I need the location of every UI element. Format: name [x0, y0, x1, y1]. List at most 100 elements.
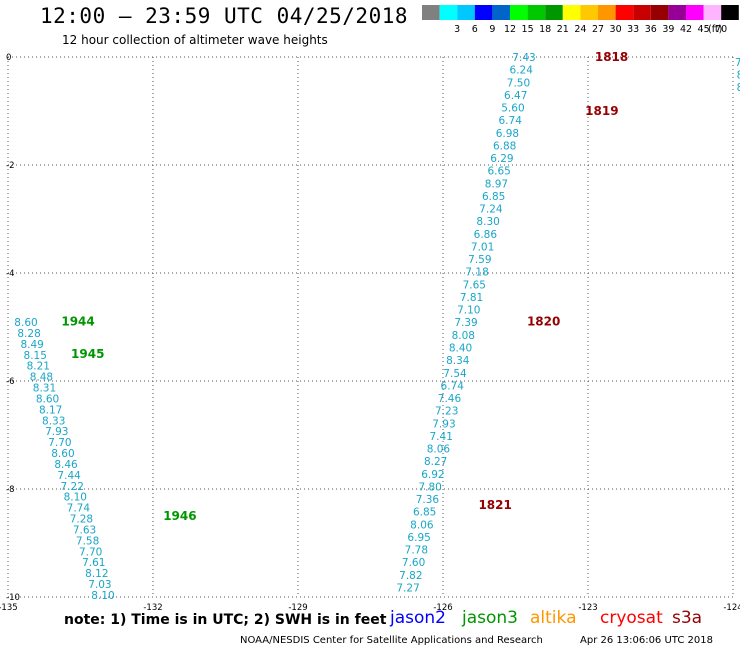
y-tick-label: -2 — [6, 161, 14, 171]
wave-value-track-b: 7.44 — [57, 470, 81, 482]
legend-bin-label: 36 — [645, 24, 657, 35]
legend-bin-label: 45 — [698, 24, 710, 35]
legend-bin-label: 24 — [574, 24, 586, 35]
x-tick-label: -132 — [143, 603, 162, 613]
chart-subtitle: 12 hour collection of altimeter wave hei… — [62, 33, 328, 47]
legend-bin-label: 33 — [627, 24, 639, 35]
wave-value-track-a: 7.65 — [463, 279, 486, 291]
wave-value-track-a: 7.43 — [512, 52, 535, 64]
wave-value-track-b: 8.60 — [14, 317, 37, 329]
wave-value-track-b: 8.60 — [51, 448, 74, 460]
legend-swatch — [510, 5, 528, 20]
wave-value-track-a: 6.74 — [441, 380, 465, 392]
legend-unit: (ft) — [708, 24, 722, 35]
legend-swatch — [439, 5, 458, 20]
wave-value-track-b: 7.63 — [73, 524, 96, 536]
legend-bin-label: 27 — [592, 24, 604, 35]
wave-value-track-a: 6.24 — [510, 65, 534, 77]
wave-value-track-b: 7.58 — [76, 535, 99, 547]
wave-value-track-a: 6.95 — [407, 532, 430, 544]
legend-swatch — [668, 5, 686, 20]
wave-value-track-a: 7.01 — [471, 241, 494, 253]
y-tick-label: 0 — [6, 53, 11, 63]
wave-value-track-b: 8.10 — [91, 590, 114, 602]
legend-swatch — [457, 5, 475, 20]
satellite-altika: altika — [530, 608, 577, 628]
time-label: 1821 — [478, 498, 511, 512]
wave-value-track-a: 7.18 — [465, 267, 488, 279]
y-tick-label: -8 — [6, 485, 14, 495]
y-tick-label: -6 — [6, 377, 14, 387]
legend-color-bar: 3 6 9 12 15 18 21 24 27 30 33 36 39 42 45 70(ft) — [422, 5, 739, 35]
wave-value-track-a: 5.60 — [501, 103, 524, 115]
wave-value-track-a: 7.80 — [418, 481, 441, 493]
satellite-s3a: s3a — [672, 608, 703, 628]
legend-bin-label: 70 — [715, 24, 727, 35]
wave-value-track-b: 7.93 — [45, 426, 68, 438]
legend-swatch — [615, 5, 634, 20]
time-label: 1945 — [71, 347, 104, 361]
legend-swatch — [545, 5, 563, 20]
time-label: 1944 — [61, 315, 94, 329]
wave-value-track-b: 8.17 — [39, 404, 62, 416]
legend-swatch — [422, 5, 440, 20]
legend-swatch — [527, 5, 546, 20]
wave-value-track-b: 7.70 — [48, 437, 71, 449]
wave-value-track-b: 8.46 — [54, 459, 78, 471]
wave-value-track-a: 8.27 — [424, 456, 447, 468]
wave-value-track-b: 8.15 — [24, 350, 47, 362]
wave-value-track-a: 8.34 — [446, 355, 470, 367]
wave-value-track-a: 6.47 — [504, 90, 527, 102]
wave-value-track-c: 8 — [737, 82, 740, 94]
wave-value-track-a: 7.60 — [402, 557, 425, 569]
legend-swatch — [721, 5, 739, 20]
time-label: 1819 — [585, 104, 618, 118]
wave-value-track-a: 7.50 — [507, 77, 530, 89]
legend-swatch — [492, 5, 510, 20]
wave-value-track-a: 7.82 — [399, 570, 422, 582]
wave-value-track-a: 6.86 — [474, 229, 498, 241]
wave-value-track-a: 8.97 — [485, 178, 508, 190]
x-tick-label: -124 — [723, 603, 740, 613]
chart-title: 12:00 – 23:59 UTC 04/25/2018 — [40, 4, 409, 28]
y-tick-label: -4 — [6, 269, 14, 279]
wave-value-track-a: 7.39 — [454, 317, 477, 329]
legend-swatch — [686, 5, 704, 20]
y-tick-label: -10 — [6, 593, 20, 603]
x-tick-label: -123 — [578, 603, 597, 613]
wave-value-track-a: 7.93 — [432, 418, 455, 430]
legend-swatch — [474, 5, 493, 20]
wave-value-track-a: 6.85 — [482, 191, 505, 203]
wave-value-track-a: 8.06 — [410, 519, 434, 531]
legend-swatch — [598, 5, 616, 20]
wave-value-track-c: 7. — [735, 57, 740, 69]
wave-value-track-a: 7.23 — [435, 406, 458, 418]
wave-value-track-a: 6.98 — [496, 128, 519, 140]
legend-swatch — [580, 5, 598, 20]
wave-value-track-a: 7.10 — [457, 305, 480, 317]
wave-value-track-a: 7.81 — [460, 292, 483, 304]
x-tick-label: -129 — [288, 603, 307, 613]
axis-ticks: -135 -132 -129 -126 -123 -124 0 -2 -4 -6 -8 -10 — [0, 53, 740, 613]
wave-value-track-a: 8.06 — [427, 444, 451, 456]
satellite-cryosat: cryosat — [600, 608, 663, 628]
time-label: 1820 — [527, 315, 560, 329]
wave-value-track-a: 7.27 — [396, 582, 419, 594]
wave-value-track-a: 7.59 — [468, 254, 491, 266]
satellite-jason3: jason3 — [462, 608, 518, 628]
wave-value-track-b: 8.28 — [17, 328, 40, 340]
time-labels: 1818 1819 1820 1821 1944 1945 1946 — [61, 50, 628, 523]
legend-swatch — [562, 5, 581, 20]
grid-lines — [7, 56, 736, 598]
wave-value-track-a: 7.54 — [443, 368, 467, 380]
wave-value-track-a: 7.78 — [405, 545, 428, 557]
wave-value-track-a: 8.30 — [476, 216, 499, 228]
wave-value-track-b: 8.60 — [36, 393, 59, 405]
wave-value-track-a: 7.36 — [416, 494, 440, 506]
wave-value-track-a: 6.74 — [499, 115, 523, 127]
legend-swatch — [703, 5, 722, 20]
time-label: 1818 — [595, 50, 628, 64]
legend-bin-label: 9 — [489, 24, 495, 35]
legend-bin-label: 30 — [610, 24, 622, 35]
wave-value-track-b: 7.28 — [70, 514, 93, 526]
